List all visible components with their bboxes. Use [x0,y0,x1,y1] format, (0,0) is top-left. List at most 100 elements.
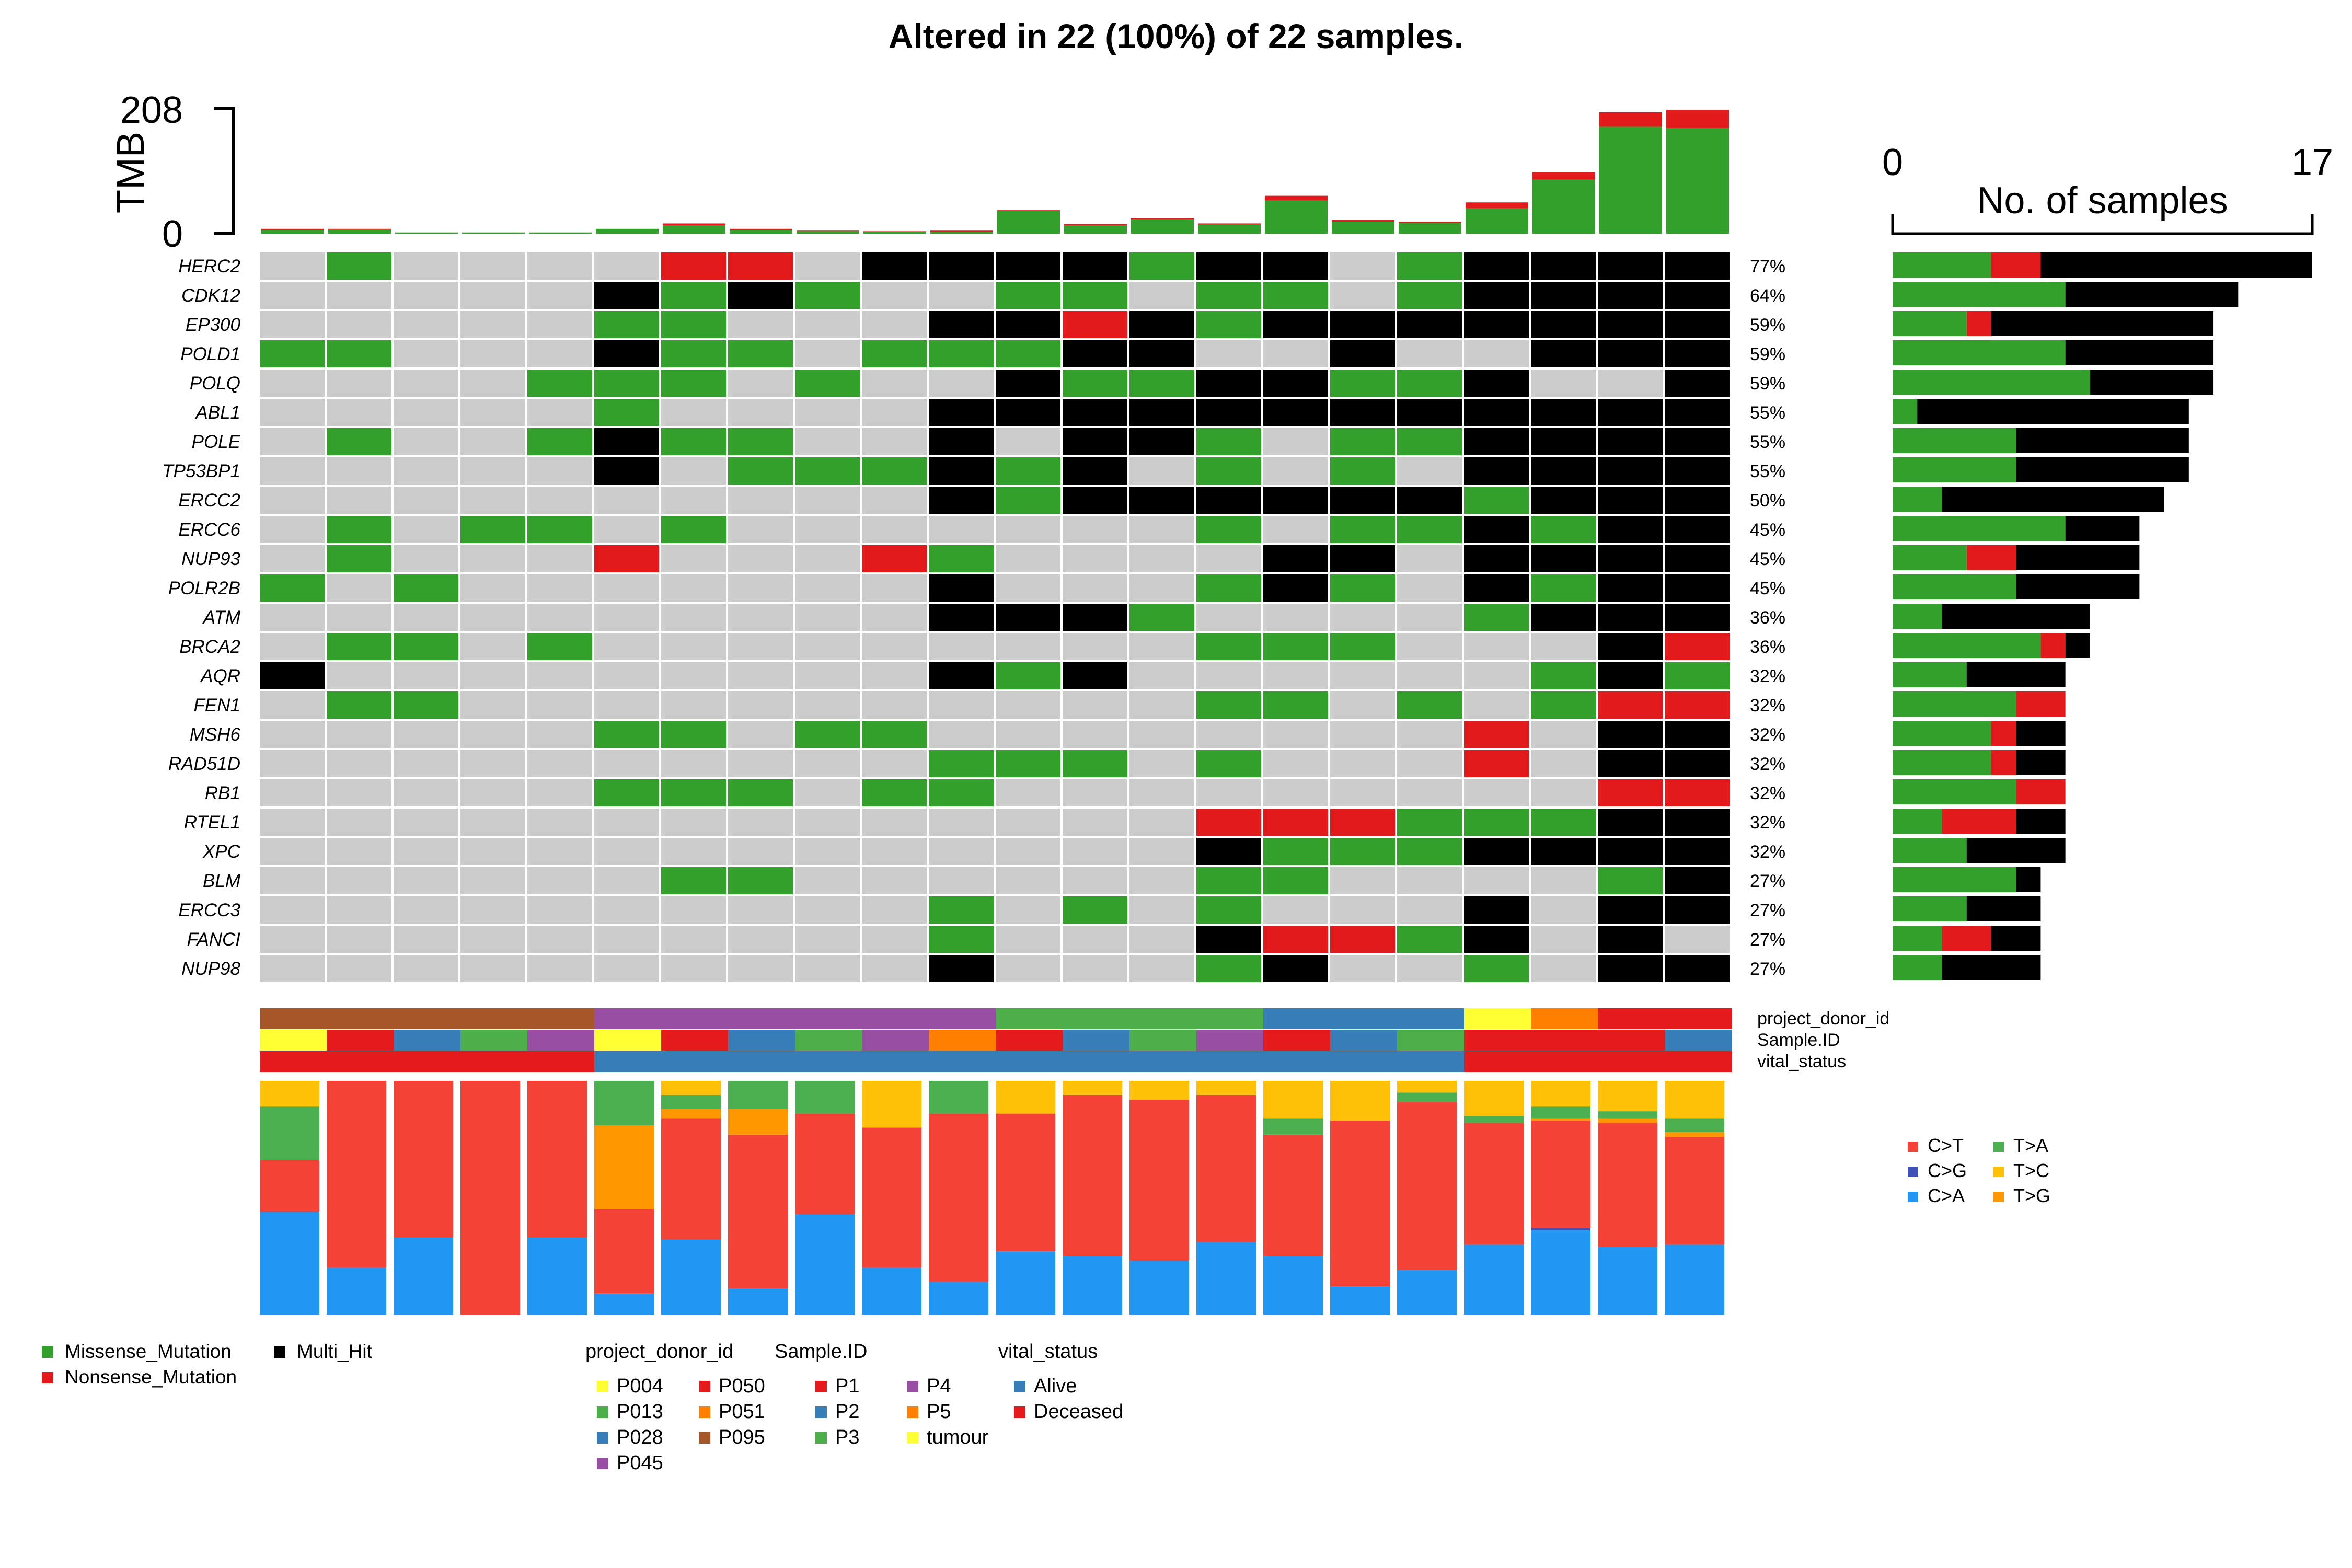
titv-bar-segment [996,1251,1055,1315]
oncoplot-cell [661,662,726,689]
gene-count-segment [1942,955,2041,980]
oncoplot-cell [1397,633,1462,660]
oncoplot-cell [1464,809,1529,836]
oncoplot-cell [862,545,927,572]
gene-count-segment [1893,721,1991,746]
annotation-cell [460,1051,528,1072]
oncoplot-cell [1598,311,1663,338]
gene-count-segment [2065,516,2140,541]
tmb-bar-segment [1064,224,1127,225]
oncoplot-cell [929,896,994,924]
gene-count-segment [1942,926,1991,951]
oncoplot-cell [661,487,726,514]
annotation-legend-label: P045 [617,1452,663,1474]
oncoplot-cell [460,838,525,865]
annotation-cell [1397,1030,1465,1051]
titv-bar-segment [661,1081,721,1095]
annotation-cell [260,1008,327,1029]
oncoplot-cell [1598,545,1663,572]
oncoplot-cell [1531,282,1596,309]
oncoplot-cell [1531,721,1596,748]
gene-percent-label: 64% [1750,286,1785,306]
oncoplot-cell [260,604,325,631]
oncoplot-cell [394,457,458,485]
gene-label: AQR [200,666,240,686]
oncoplot-cell [1129,516,1194,543]
gene-percent-label: 27% [1750,871,1785,891]
oncoplot-cell [260,428,325,455]
oncoplot-cell [1129,662,1194,689]
oncoplot-cell [527,282,592,309]
oncoplot-cell [929,633,994,660]
oncoplot-cell [862,750,927,777]
oncoplot-cell [1397,545,1462,572]
annotation-cell [1330,1008,1398,1029]
oncoplot-cell [1330,340,1395,367]
oncoplot-cell [1665,428,1730,455]
titv-legend-label: T>C [2013,1160,2049,1181]
titv-bar-segment [260,1212,319,1315]
oncoplot-cell [460,545,525,572]
tmb-bar-segment [1064,225,1127,234]
oncoplot-cell [1263,282,1328,309]
annotation-legend-swatch [699,1406,710,1418]
titv-bar-segment [1397,1092,1457,1102]
annotation-cell [862,1051,929,1072]
oncoplot-cell [594,574,659,602]
gene-label: NUP93 [181,549,240,569]
gene-label: HERC2 [178,256,240,276]
oncoplot-cell [996,399,1060,426]
gene-count-segment [1966,896,2041,921]
oncoplot-cell [1665,750,1730,777]
titv-legend-label: T>G [2013,1185,2050,1206]
oncoplot-cell [1263,896,1328,924]
oncoplot-cell [1464,896,1529,924]
annotation-cell [929,1030,996,1051]
oncoplot-cell [795,633,860,660]
oncoplot-cell [394,750,458,777]
oncoplot-cell [1196,545,1261,572]
annotation-legend-label: P051 [719,1401,765,1423]
oncoplot-cell [1397,926,1462,953]
oncoplot-cell [1330,955,1395,982]
oncoplot-cell [1397,838,1462,865]
oncoplot-cell [460,691,525,719]
oncoplot-cell [1263,662,1328,689]
titv-bar-segment [394,1081,453,1238]
gene-label: ATM [202,607,241,628]
annotation-legend-label: P095 [719,1426,765,1448]
annotation-cell [394,1030,461,1051]
oncoplot-cell [1598,340,1663,367]
annotation-legend-swatch [699,1381,710,1392]
oncoplot-cell [728,574,793,602]
titv-bar-segment [862,1267,921,1315]
oncoplot-cell [1397,867,1462,894]
oncoplot-cell [1129,867,1194,894]
oncoplot-cell [460,428,525,455]
oncoplot-cell [728,838,793,865]
gene-counts-barplot: 0 17 No. of samples [1882,142,2333,980]
oncoplot-cell [795,662,860,689]
oncoplot-cell [996,311,1060,338]
gene-percent-label: 59% [1750,374,1785,394]
tmb-bar-segment [261,228,324,230]
oncoplot-cell [661,633,726,660]
oncoplot-cell [394,779,458,806]
oncoplot-cell [1129,487,1194,514]
oncoplot-cell [460,252,525,280]
gene-count-segment [1893,399,1918,424]
oncoplot-cell [394,926,458,953]
oncoplot-cell [1531,633,1596,660]
titv-legend-label: C>A [1928,1185,1965,1206]
oncoplot-cell [1598,838,1663,865]
annotation-legend-label: P3 [835,1426,859,1448]
oncoplot-cell [728,252,793,280]
oncoplot-cell [260,457,325,485]
oncoplot-cell [1464,867,1529,894]
oncoplot-cell [1196,428,1261,455]
titv-bar-segment [1263,1081,1323,1119]
annotation-legend-swatch [907,1381,918,1392]
oncoplot-cell [996,662,1060,689]
oncoplot-cell [594,926,659,953]
